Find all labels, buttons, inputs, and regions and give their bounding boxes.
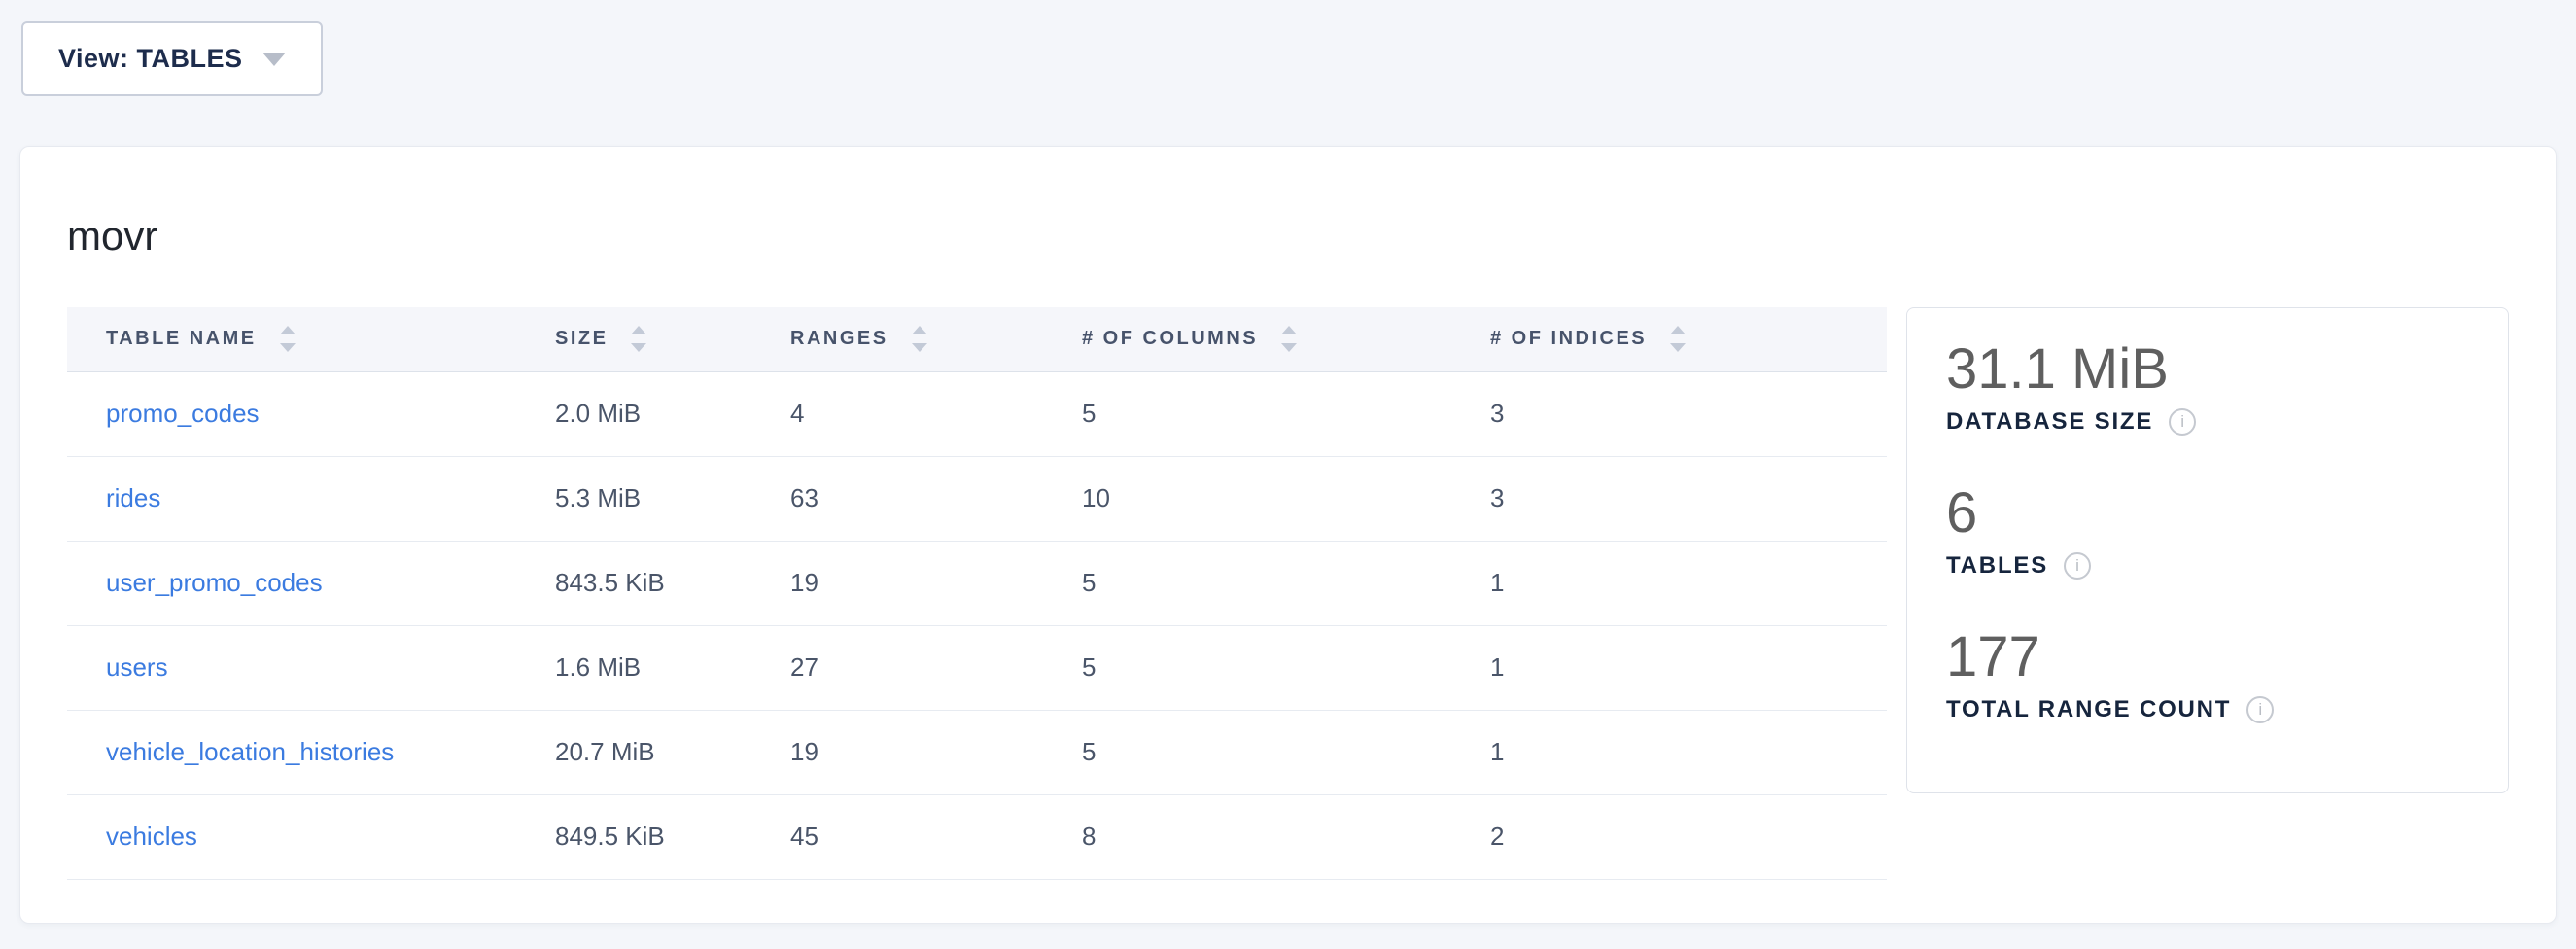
cell-table_name: vehicles xyxy=(67,794,555,880)
cell-table_name: rides xyxy=(67,456,555,542)
cell-columns: 5 xyxy=(1082,371,1490,457)
sort-arrows-icon[interactable] xyxy=(911,326,927,353)
cell-size: 1.6 MiB xyxy=(555,625,790,711)
column-header-label: TABLE NAME xyxy=(106,328,257,350)
stat-label: DATABASE SIZE xyxy=(1946,408,2154,435)
cell-size: 20.7 MiB xyxy=(555,710,790,795)
cell-columns: 5 xyxy=(1082,541,1490,626)
cell-table_name: vehicle_location_histories xyxy=(67,710,555,795)
sort-descending-icon[interactable] xyxy=(279,343,296,353)
cell-ranges: 27 xyxy=(790,625,1082,711)
cell-size: 5.3 MiB xyxy=(555,456,790,542)
column-header-label: SIZE xyxy=(555,328,609,350)
summary-stat: 177 TOTAL RANGE COUNT i xyxy=(1946,625,2469,724)
cell-ranges: 19 xyxy=(790,710,1082,795)
table-row: users 1.6 MiB 27 5 1 xyxy=(67,625,1887,711)
sort-arrows-icon[interactable] xyxy=(1670,326,1687,353)
cell-table_name: promo_codes xyxy=(67,371,555,457)
table-row: user_promo_codes 843.5 KiB 19 5 1 xyxy=(67,541,1887,626)
tables-table: TABLE NAME SIZE RANGES # OF COLUMNS # OF IND… xyxy=(67,307,1887,880)
database-summary-panel: 31.1 MiB DATABASE SIZE i 6 TABLES i 177 TOTAL R… xyxy=(1906,307,2509,793)
sort-descending-icon[interactable] xyxy=(1281,343,1298,353)
info-icon[interactable]: i xyxy=(2246,696,2275,723)
database-title: movr xyxy=(67,213,158,259)
column-header-ranges[interactable]: RANGES xyxy=(790,307,1082,372)
sort-ascending-icon[interactable] xyxy=(279,326,296,335)
stat-value: 177 xyxy=(1946,625,2040,688)
view-dropdown-label: View: TABLES xyxy=(58,44,243,73)
cell-ranges: 63 xyxy=(790,456,1082,542)
stat-label: TOTAL RANGE COUNT xyxy=(1946,696,2232,722)
sort-ascending-icon[interactable] xyxy=(911,326,927,335)
table-row: vehicle_location_histories 20.7 MiB 19 5 1 xyxy=(67,710,1887,795)
sort-arrows-icon[interactable] xyxy=(1281,326,1298,353)
cell-indices: 1 xyxy=(1490,541,1887,626)
database-detail-card: movr TABLE NAME SIZE RANGES # OF COLUMNS # O… xyxy=(19,146,2557,924)
column-header-label: # OF INDICES xyxy=(1490,328,1648,350)
info-icon[interactable]: i xyxy=(2064,552,2092,580)
table-row: promo_codes 2.0 MiB 4 5 3 xyxy=(67,371,1887,457)
table-name-link[interactable]: users xyxy=(106,652,168,682)
column-header-table_name[interactable]: TABLE NAME xyxy=(67,307,555,372)
table-name-link[interactable]: rides xyxy=(106,483,161,512)
cell-size: 849.5 KiB xyxy=(555,794,790,880)
stat-label-row: TOTAL RANGE COUNT i xyxy=(1946,695,2469,724)
cell-table_name: user_promo_codes xyxy=(67,541,555,626)
summary-stat: 6 TABLES i xyxy=(1946,481,2469,580)
sort-arrows-icon[interactable] xyxy=(631,326,647,353)
stat-value: 6 xyxy=(1946,481,1978,545)
chevron-down-icon xyxy=(261,52,286,66)
info-icon[interactable]: i xyxy=(2169,408,2197,436)
cell-ranges: 4 xyxy=(790,371,1082,457)
column-header-label: # OF COLUMNS xyxy=(1082,328,1259,350)
column-header-label: RANGES xyxy=(790,328,888,350)
stat-value: 31.1 MiB xyxy=(1946,337,2169,401)
cell-indices: 3 xyxy=(1490,456,1887,542)
cell-ranges: 19 xyxy=(790,541,1082,626)
sort-descending-icon[interactable] xyxy=(911,343,927,353)
cell-indices: 3 xyxy=(1490,371,1887,457)
sort-descending-icon[interactable] xyxy=(1670,343,1687,353)
cell-ranges: 45 xyxy=(790,794,1082,880)
cell-indices: 1 xyxy=(1490,710,1887,795)
cell-columns: 8 xyxy=(1082,794,1490,880)
cell-size: 2.0 MiB xyxy=(555,371,790,457)
column-header-columns[interactable]: # OF COLUMNS xyxy=(1082,307,1490,372)
stat-label-row: DATABASE SIZE i xyxy=(1946,407,2469,437)
sort-ascending-icon[interactable] xyxy=(1670,326,1687,335)
column-header-indices[interactable]: # OF INDICES xyxy=(1490,307,1887,372)
table-row: rides 5.3 MiB 63 10 3 xyxy=(67,456,1887,542)
stat-label-row: TABLES i xyxy=(1946,551,2469,580)
sort-arrows-icon[interactable] xyxy=(279,326,296,353)
cell-columns: 5 xyxy=(1082,710,1490,795)
cell-table_name: users xyxy=(67,625,555,711)
table-row: vehicles 849.5 KiB 45 8 2 xyxy=(67,794,1887,880)
cell-columns: 5 xyxy=(1082,625,1490,711)
cell-indices: 2 xyxy=(1490,794,1887,880)
cell-indices: 1 xyxy=(1490,625,1887,711)
stat-label: TABLES xyxy=(1946,552,2049,579)
column-header-size[interactable]: SIZE xyxy=(555,307,790,372)
view-dropdown-button[interactable]: View: TABLES xyxy=(21,21,323,96)
table-header-row: TABLE NAME SIZE RANGES # OF COLUMNS # OF IND… xyxy=(67,307,1887,372)
table-name-link[interactable]: vehicles xyxy=(106,822,197,851)
content-row: TABLE NAME SIZE RANGES # OF COLUMNS # OF IND… xyxy=(67,307,2509,880)
table-name-link[interactable]: vehicle_location_histories xyxy=(106,737,395,766)
sort-ascending-icon[interactable] xyxy=(1281,326,1298,335)
cell-size: 843.5 KiB xyxy=(555,541,790,626)
table-name-link[interactable]: promo_codes xyxy=(106,399,260,428)
table-name-link[interactable]: user_promo_codes xyxy=(106,568,323,597)
cell-columns: 10 xyxy=(1082,456,1490,542)
sort-descending-icon[interactable] xyxy=(631,343,647,353)
summary-stat: 31.1 MiB DATABASE SIZE i xyxy=(1946,337,2469,437)
sort-ascending-icon[interactable] xyxy=(631,326,647,335)
